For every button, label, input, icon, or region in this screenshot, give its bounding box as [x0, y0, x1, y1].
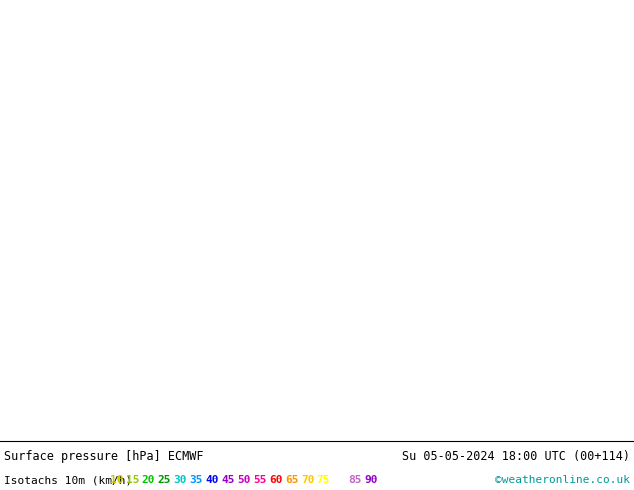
Text: ©weatheronline.co.uk: ©weatheronline.co.uk: [495, 475, 630, 485]
Text: 85: 85: [349, 475, 362, 485]
Text: 40: 40: [205, 475, 219, 485]
Text: Su 05-05-2024 18:00 UTC (00+114): Su 05-05-2024 18:00 UTC (00+114): [402, 450, 630, 463]
Text: 15: 15: [126, 475, 139, 485]
Text: 45: 45: [221, 475, 235, 485]
Text: 35: 35: [190, 475, 203, 485]
Text: 10: 10: [110, 475, 124, 485]
Text: 90: 90: [365, 475, 378, 485]
Text: 80: 80: [333, 475, 346, 485]
Text: 50: 50: [237, 475, 250, 485]
Text: 70: 70: [301, 475, 314, 485]
Text: 75: 75: [317, 475, 330, 485]
Text: Surface pressure [hPa] ECMWF: Surface pressure [hPa] ECMWF: [4, 450, 204, 463]
Text: 65: 65: [285, 475, 299, 485]
Text: 55: 55: [253, 475, 267, 485]
Text: 25: 25: [158, 475, 171, 485]
Text: 60: 60: [269, 475, 283, 485]
Text: Isotachs 10m (km/h): Isotachs 10m (km/h): [4, 475, 133, 485]
Text: 30: 30: [174, 475, 187, 485]
Text: 20: 20: [142, 475, 155, 485]
